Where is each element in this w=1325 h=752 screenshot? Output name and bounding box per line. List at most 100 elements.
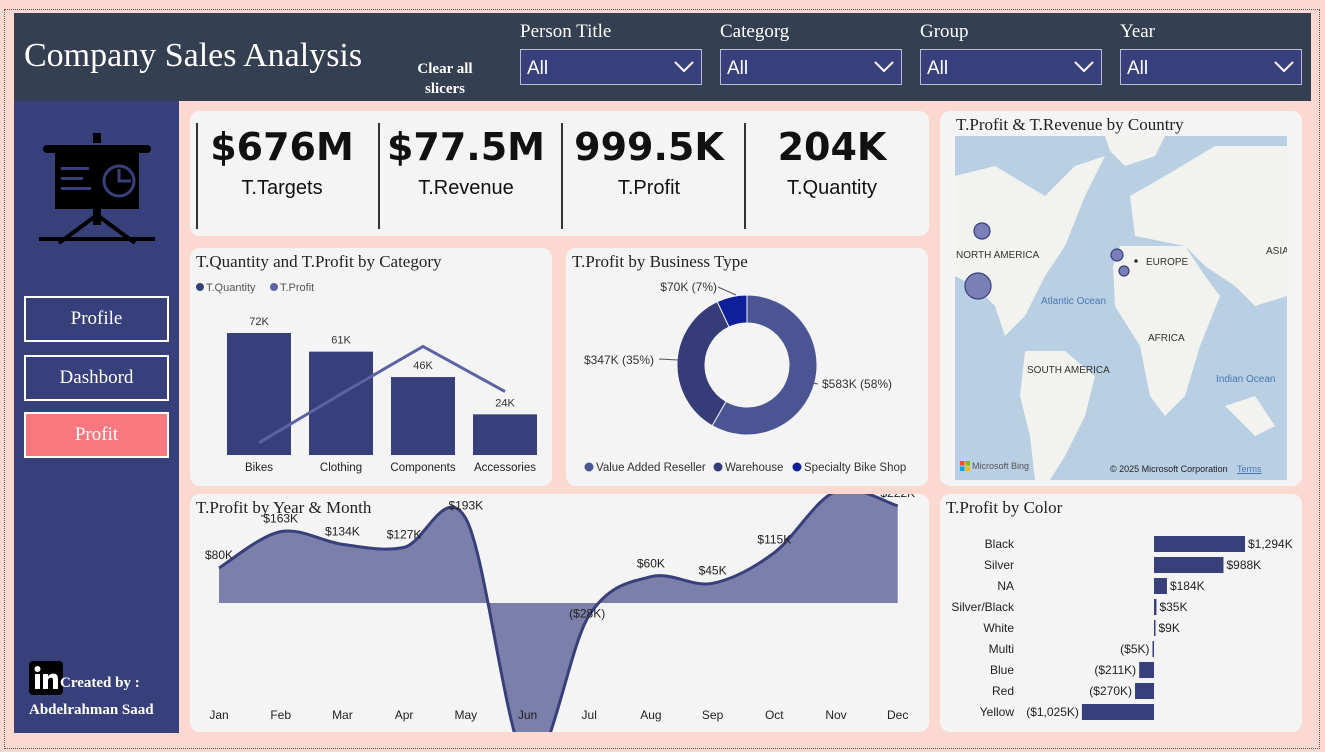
- month-value-label: $60K: [637, 557, 665, 571]
- color-value-label: ($270K): [1089, 684, 1132, 698]
- color-bar[interactable]: [1135, 683, 1154, 699]
- legend-profit: T.Profit: [280, 282, 314, 294]
- map-title: T.Profit & T.Revenue by Country: [956, 115, 1184, 134]
- color-bar[interactable]: [1154, 578, 1167, 594]
- color-category-label: Silver/Black: [951, 600, 1015, 614]
- slicer-value: All: [727, 58, 749, 79]
- category-dropdown[interactable]: All: [720, 49, 902, 85]
- nav-dashboard-button[interactable]: Dashbord: [24, 355, 169, 401]
- color-bar[interactable]: [1154, 557, 1224, 573]
- kpi-divider: [744, 123, 746, 229]
- color-bar[interactable]: [1139, 662, 1154, 678]
- category-bar[interactable]: [473, 414, 537, 455]
- month-value-label: $222K: [880, 494, 915, 500]
- month-value-label: $127K: [387, 527, 422, 541]
- map-bubble[interactable]: [1118, 265, 1130, 277]
- sidebar: Profile Dashbord Profit: [14, 101, 179, 733]
- donut-slice[interactable]: [716, 294, 748, 328]
- chart-title: T.Profit by Color: [946, 498, 1063, 517]
- created-by-label: Created by :: [60, 675, 140, 691]
- color-bar[interactable]: [1154, 599, 1157, 615]
- page-frame: [4, 9, 1320, 749]
- color-value-label: ($5K): [1120, 642, 1149, 656]
- slicer-label: Year: [1120, 21, 1156, 42]
- slicer-label: Group: [920, 21, 969, 42]
- month-tick-label: Sep: [702, 708, 724, 722]
- color-value-label: $1,294K: [1248, 537, 1293, 551]
- month-tick-label: Apr: [395, 708, 414, 722]
- profit-line[interactable]: [258, 344, 506, 445]
- month-tick-label: Nov: [825, 708, 846, 722]
- slicer-value: All: [927, 58, 949, 79]
- kpi-card: $676M T.Targets $77.5M T.Revenue 999.5K …: [190, 111, 929, 236]
- chart-title: T.Profit by Year & Month: [196, 498, 372, 517]
- slicer-group: Group All: [920, 19, 1102, 85]
- business-type-donut: $583K (58%) $347K (35%) $70K (7%) Value Add…: [584, 280, 906, 474]
- map-label: NORTH AMERICA: [956, 250, 1040, 261]
- month-tick-label: Jun: [518, 708, 537, 722]
- color-value-label: $9K: [1159, 621, 1180, 635]
- month-value-label: $163K: [263, 512, 298, 526]
- profit-line[interactable]: [218, 494, 899, 732]
- month-value-label: $80K: [205, 548, 233, 562]
- kpi-profit: 999.5K T.Profit: [559, 121, 739, 200]
- category-tick-label: Accessories: [474, 462, 536, 474]
- profit-area[interactable]: [219, 494, 898, 732]
- color-value-label: $35K: [1159, 600, 1187, 614]
- category-tick-label: Components: [390, 462, 455, 474]
- presentation-board-icon: [39, 133, 155, 245]
- color-profit-chart: Black $1,294K Silver $988K NA $184K Silver/Bla…: [951, 536, 1293, 720]
- map-bubble[interactable]: [1110, 248, 1124, 262]
- slicer-category: Categorg All: [720, 19, 902, 85]
- category-chart: T.Quantity T.Profit 72K Bikes 61K Clothing 4…: [196, 282, 537, 474]
- world-map: [955, 136, 1287, 480]
- map-terms-link[interactable]: Terms: [1237, 464, 1262, 474]
- monthly-profit-card: T.Profit by Year & Month $80K Jan $163K Feb…: [190, 494, 929, 732]
- nav-profile-button[interactable]: Profile: [24, 296, 169, 342]
- map-bubble[interactable]: [1134, 259, 1138, 263]
- chevron-down-icon: [874, 61, 894, 73]
- color-bar[interactable]: [1152, 641, 1155, 657]
- month-value-label: $115K: [757, 533, 791, 547]
- category-bar[interactable]: [309, 351, 373, 455]
- category-bar[interactable]: [391, 377, 455, 455]
- map-bubble[interactable]: [964, 272, 992, 300]
- legend-marker: [584, 462, 594, 472]
- category-bar[interactable]: [227, 333, 291, 455]
- person-title-dropdown[interactable]: All: [520, 49, 702, 85]
- color-bar[interactable]: [1081, 704, 1154, 720]
- map-ocean-label: Indian Ocean: [1216, 374, 1276, 385]
- donut-slice[interactable]: [711, 294, 818, 436]
- slicer-label: Person Title: [520, 21, 612, 42]
- bing-logo-icon: [960, 461, 970, 471]
- color-bar[interactable]: [1154, 620, 1156, 636]
- month-tick-label: May: [454, 708, 477, 722]
- color-category-label: White: [983, 621, 1014, 635]
- linkedin-icon[interactable]: [29, 661, 63, 695]
- chart-title: T.Quantity and T.Profit by Category: [196, 252, 442, 271]
- map-bubble[interactable]: [973, 222, 991, 240]
- month-tick-label: Mar: [332, 708, 353, 722]
- map-label: ASIA: [1266, 246, 1287, 257]
- color-category-label: Yellow: [980, 705, 1015, 719]
- color-bar[interactable]: [1154, 536, 1245, 552]
- chevron-down-icon: [1074, 61, 1094, 73]
- month-tick-label: Jul: [582, 708, 597, 722]
- donut-slice[interactable]: [676, 300, 730, 427]
- map-canvas[interactable]: NORTH AMERICA EUROPE ASIA AFRICA SOUTH A…: [955, 136, 1287, 480]
- map-copyright: © 2025 Microsoft Corporation: [1110, 464, 1228, 474]
- nav-profit-button[interactable]: Profit: [24, 412, 169, 458]
- year-dropdown[interactable]: All: [1120, 49, 1302, 85]
- legend-quantity: T.Quantity: [206, 282, 256, 294]
- clear-all-slicers-button[interactable]: Clear all slicers: [417, 61, 473, 97]
- business-type-card: T.Profit by Business Type $583K (58%) $34…: [566, 248, 928, 486]
- kpi-quantity: 204K T.Quantity: [742, 121, 922, 200]
- bar-value-label: 72K: [249, 316, 269, 328]
- group-dropdown[interactable]: All: [920, 49, 1102, 85]
- color-category-label: NA: [997, 579, 1014, 593]
- legend-marker: [792, 462, 802, 472]
- month-tick-label: Aug: [640, 708, 661, 722]
- map-card: T.Profit & T.Revenue by Country NORTH AM…: [940, 111, 1302, 486]
- kpi-label: T.Profit: [617, 177, 681, 199]
- color-category-label: Multi: [989, 642, 1014, 656]
